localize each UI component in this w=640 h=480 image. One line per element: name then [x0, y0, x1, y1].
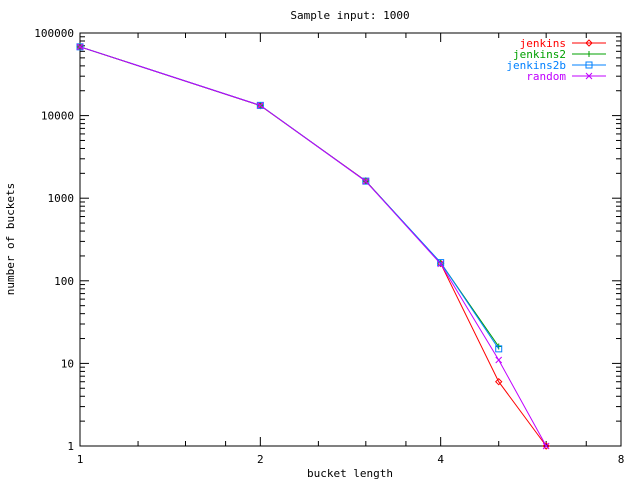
data-point	[495, 378, 503, 386]
legend-marker	[586, 51, 592, 57]
legend-label: jenkins2	[513, 48, 566, 61]
x-tick-label: 2	[257, 453, 264, 466]
y-tick-label: 10	[61, 357, 74, 370]
data-point	[495, 345, 503, 353]
legend-label: random	[526, 70, 566, 83]
series-jenkins2	[77, 43, 502, 350]
data-point	[362, 177, 370, 185]
data-point	[542, 442, 550, 450]
legend-label: jenkins	[520, 37, 566, 50]
series-line	[79, 46, 547, 447]
series-jenkins	[76, 43, 550, 450]
x-tick-label: 1	[77, 453, 84, 466]
legend-label: jenkins2b	[506, 59, 566, 72]
data-point	[76, 43, 84, 51]
plot-area	[79, 32, 622, 447]
series-line	[79, 46, 500, 350]
y-tick-label: 1000	[48, 192, 75, 205]
series-layer	[76, 43, 550, 450]
legend-marker	[585, 61, 593, 69]
data-point	[437, 260, 445, 268]
axis-ticks: 1 10 100 1000 10000 100000 1 2 4 8	[34, 27, 624, 466]
series-line	[79, 46, 500, 347]
data-point	[76, 43, 84, 51]
data-point	[542, 442, 550, 450]
data-point	[362, 177, 370, 185]
x-tick-label: 8	[618, 453, 625, 466]
series-line	[79, 46, 547, 447]
data-point	[256, 102, 264, 109]
series-jenkins2b	[76, 43, 503, 353]
y-tick-label: 100000	[34, 27, 74, 40]
x-tick-label: 4	[437, 453, 444, 466]
x-axis-label: bucket length	[307, 467, 393, 480]
data-point	[437, 259, 445, 267]
data-point	[495, 356, 503, 364]
chart-title: Sample input: 1000	[290, 9, 409, 22]
legend-marker	[585, 72, 593, 80]
data-point	[256, 101, 264, 109]
series-random	[76, 43, 550, 450]
y-tick-label: 100	[54, 275, 74, 288]
legend-marker	[585, 39, 593, 47]
y-axis-label: number of buckets	[4, 183, 17, 296]
y-tick-label: 10000	[41, 110, 74, 123]
y-tick-label: 1	[67, 440, 74, 453]
